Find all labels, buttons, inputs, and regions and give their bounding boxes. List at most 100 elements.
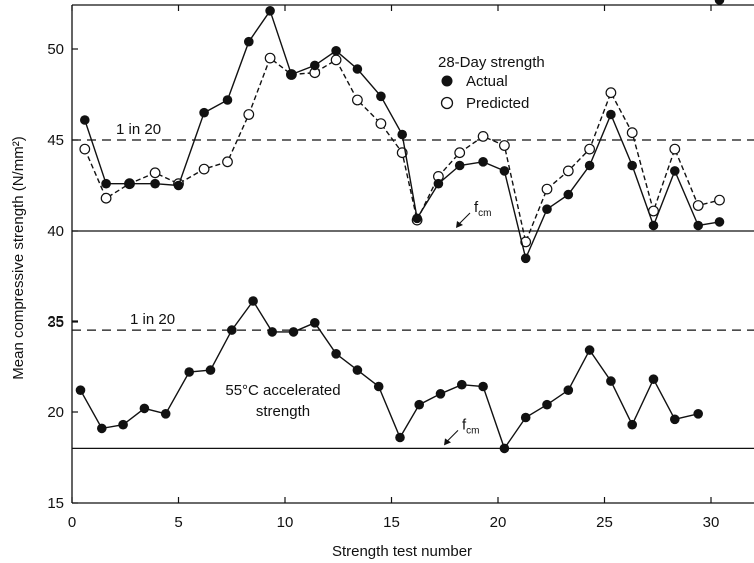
- accelerated-point: [606, 376, 616, 386]
- ticks-layer: 0 5 10 15 20 25 30 35 40 45 50 15 20 25: [47, 5, 719, 531]
- actual-point: [478, 157, 488, 167]
- accelerated-line: [79, 299, 699, 450]
- x-tick-label: 5: [174, 514, 182, 531]
- accelerated-point: [310, 318, 320, 328]
- upper-1in20-label: 1 in 20: [116, 121, 161, 138]
- accelerated-point: [205, 365, 216, 375]
- lower-y-tick-label: 15: [47, 495, 64, 512]
- accelerated-point: [499, 443, 510, 454]
- accelerated-point: [670, 414, 680, 425]
- upper-y-tick-label: 45: [47, 132, 64, 149]
- actual-point: [499, 166, 510, 176]
- x-tick-label: 30: [703, 514, 720, 531]
- x-tick-label: 10: [277, 514, 294, 531]
- predicted-point: [198, 163, 210, 175]
- accelerated-point: [139, 403, 150, 414]
- actual-point: [244, 36, 254, 47]
- accelerated-point: [248, 296, 258, 306]
- actual-point: [433, 178, 444, 189]
- actual-point: [124, 178, 135, 189]
- actual-point: [412, 213, 422, 224]
- predicted-point: [100, 192, 112, 204]
- actual-line: [84, 9, 720, 261]
- actual-point: [286, 69, 297, 80]
- reference-lines: [72, 139, 754, 449]
- actual-point: [648, 220, 659, 231]
- x-axis-title: Strength test number: [332, 543, 472, 560]
- actual-point: [397, 129, 408, 140]
- predicted-point: [605, 87, 617, 99]
- actual-point: [101, 178, 111, 189]
- upper-fcm-label-text: fcm: [474, 199, 492, 219]
- accelerated-point: [563, 385, 574, 396]
- accelerated-point: [352, 365, 363, 375]
- upper-fcm-label: fcm: [456, 199, 492, 228]
- x-tick-label: 25: [596, 514, 613, 531]
- upper-y-tick-label: 35: [47, 314, 64, 331]
- accelerated-point: [395, 432, 405, 443]
- predicted-point: [375, 118, 387, 129]
- upper-y-tick-label: 40: [47, 223, 64, 240]
- actual-point: [376, 91, 386, 102]
- lower-fcm-label-text: fcm: [462, 416, 480, 436]
- actual-point: [331, 46, 341, 56]
- predicted-point: [669, 143, 681, 155]
- predicted-point: [330, 54, 342, 66]
- accelerated-point: [542, 399, 552, 410]
- lower-y-tick-label: 25: [47, 313, 64, 330]
- accelerated-point: [227, 325, 237, 335]
- predicted-point: [520, 236, 532, 248]
- predicted-point: [352, 94, 363, 106]
- actual-point: [606, 109, 616, 120]
- actual-point: [627, 160, 637, 171]
- accelerated-point: [435, 389, 446, 399]
- lower-fcm-label: fcm: [444, 416, 480, 446]
- actual-point: [173, 180, 184, 191]
- lower-y-tick-label: 20: [47, 404, 64, 421]
- predicted-point: [499, 140, 510, 151]
- predicted-point: [243, 109, 255, 120]
- x-tick-label: 20: [490, 514, 507, 531]
- accelerated-point: [714, 0, 725, 5]
- actual-point: [265, 6, 275, 16]
- upper-y-tick-label: 50: [47, 41, 64, 58]
- accelerated-point: [373, 381, 384, 392]
- predicted-point: [626, 127, 638, 139]
- predicted-point: [477, 130, 489, 142]
- predicted-point: [454, 147, 466, 159]
- predicted-point: [264, 52, 276, 64]
- actual-point: [222, 95, 233, 105]
- x-tick-label: 0: [68, 514, 76, 531]
- accelerated-point: [693, 409, 703, 419]
- legend-actual-marker: [441, 75, 453, 87]
- accelerated-point: [520, 412, 531, 423]
- actual-point: [693, 220, 703, 231]
- actual-point: [563, 189, 574, 200]
- predicted-point: [562, 165, 574, 177]
- legend-actual-label: Actual: [466, 73, 508, 90]
- actual-point: [542, 204, 552, 214]
- lower-1in20-label: 1 in 20: [130, 311, 175, 328]
- accelerated-point: [184, 367, 194, 377]
- actual-point: [520, 253, 531, 264]
- accelerated-point: [414, 399, 425, 410]
- accelerated-point: [648, 374, 659, 385]
- accelerated-point: [627, 419, 637, 430]
- accelerated-label-line1: 55°C accelerated: [225, 382, 340, 399]
- accelerated-point: [97, 423, 107, 434]
- accelerated-point: [118, 419, 128, 430]
- accelerated-point: [267, 327, 278, 337]
- accelerated-point: [478, 381, 488, 392]
- actual-point: [454, 160, 465, 171]
- lower-fcm-label-arrow-head: [444, 438, 451, 446]
- x-tick-label: 15: [383, 514, 400, 531]
- actual-point: [670, 166, 680, 176]
- actual-point: [199, 107, 209, 118]
- legend-title: 28-Day strength: [438, 54, 545, 71]
- actual-point: [150, 178, 160, 189]
- accelerated-point: [288, 327, 299, 337]
- accelerated-point: [584, 345, 595, 355]
- actual-point: [584, 160, 595, 171]
- accelerated-point: [331, 349, 341, 359]
- predicted-point: [692, 200, 704, 211]
